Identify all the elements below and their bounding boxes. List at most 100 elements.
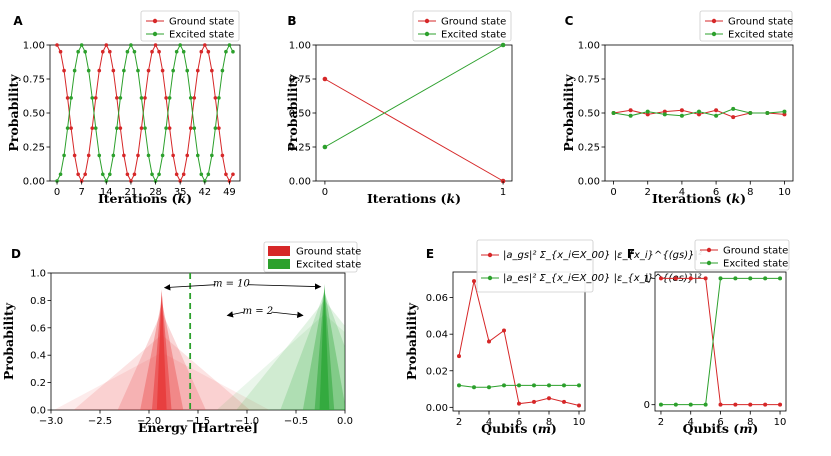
panel-f-excited-point bbox=[673, 402, 678, 407]
panel-f-ground-line bbox=[660, 277, 781, 406]
panel-d-ground-area bbox=[156, 289, 167, 410]
panel-a-ground-point bbox=[167, 126, 172, 130]
panel-d-xtick-label: 0.0 bbox=[337, 416, 353, 427]
panel-d-ylabel: Probability bbox=[1, 302, 16, 380]
panel-a-excited-point bbox=[220, 68, 225, 73]
panel-a-ground-point bbox=[224, 172, 228, 177]
panel-c-excited-point bbox=[714, 113, 719, 118]
panel-b-excited-point bbox=[322, 144, 328, 150]
panel-a-excited-point bbox=[210, 153, 214, 158]
panel-a-ground-point bbox=[65, 96, 70, 100]
panel-a-excited-point bbox=[157, 172, 161, 177]
panel-a-legend-marker bbox=[152, 31, 158, 37]
panel-b-legend-box bbox=[412, 10, 512, 42]
panel-a-ground-point bbox=[160, 68, 165, 73]
panel-b-frame bbox=[315, 44, 513, 182]
panel-a-excited-point bbox=[164, 126, 168, 130]
panel-a-excited-point bbox=[100, 172, 105, 177]
panel-d-tag: D bbox=[11, 247, 21, 261]
panel-a-ground-point bbox=[195, 68, 200, 73]
panel-c-ytick-label: 1.00 bbox=[578, 41, 600, 52]
panel-a-excited-point bbox=[231, 49, 235, 54]
panel-a-excited-point bbox=[111, 153, 116, 158]
panel-f-ground-point bbox=[658, 276, 663, 281]
panel-c-excited-point bbox=[765, 111, 770, 115]
panel-a-ground-point bbox=[125, 172, 130, 177]
panel-f-xtick-label: 10 bbox=[774, 417, 787, 428]
panel-a-ytick-label: 0.25 bbox=[23, 143, 45, 154]
panel-d-xtick-label: −3.0 bbox=[39, 416, 63, 427]
panel-e-legend-label: |a_gs|² Σ_{x_i∈X_00} |ε_{x_i}^{(gs)}|² bbox=[503, 250, 702, 261]
panel-f-ground-point bbox=[688, 276, 693, 281]
panel-e-ground-point bbox=[547, 396, 551, 401]
panel-c-excited-point bbox=[662, 112, 667, 117]
panel-e-xtick-label: 6 bbox=[516, 417, 522, 428]
panel-f-ytick-label: 0 bbox=[644, 400, 650, 411]
panel-f-excited-point bbox=[703, 402, 708, 407]
panel-c-ytick-label: 0.00 bbox=[578, 177, 600, 188]
panel-f-ground-point bbox=[733, 402, 738, 407]
panel-f-excited-line bbox=[660, 277, 781, 406]
panel-f-xlabel: Qubits (m) bbox=[683, 421, 759, 436]
panel-a-ground-point bbox=[213, 96, 218, 100]
panel-f-ground-point bbox=[763, 402, 768, 407]
panel-e-xlabel: Qubits (m) bbox=[481, 421, 557, 436]
panel-a-ground-point bbox=[174, 172, 179, 177]
panel-a-ground-point bbox=[231, 172, 235, 177]
panel-e-legend-marker bbox=[487, 252, 493, 258]
panel-a-ground-point bbox=[100, 49, 105, 54]
panel-a-ground-point bbox=[164, 96, 168, 100]
panel-e-excited-point bbox=[532, 383, 536, 388]
panel-c-excited-point bbox=[645, 109, 650, 114]
panel-e-legend-box bbox=[476, 239, 594, 293]
panel-d-annotation-m2: m = 2 bbox=[243, 306, 274, 317]
panel-a-ground-point bbox=[210, 68, 214, 73]
panel-c-xlabel: Iterations (k) bbox=[652, 191, 746, 206]
panel-a-ground-point bbox=[69, 126, 73, 130]
panel-c-xtick-label: 8 bbox=[747, 187, 753, 198]
panel-d-arrow bbox=[163, 284, 216, 291]
panel-a-excited-point bbox=[86, 68, 91, 73]
panel-d-arrow bbox=[226, 311, 244, 318]
panel-a-excited-point bbox=[143, 126, 147, 130]
panel-a-excited-point bbox=[79, 43, 84, 47]
panel-e-excited-point bbox=[487, 385, 491, 390]
panel-e-excited-point bbox=[502, 383, 506, 388]
panel-d-annotation-m10: m = 10 bbox=[213, 279, 251, 290]
panel-a-excited-point bbox=[181, 49, 186, 54]
panel-a-excited-point bbox=[76, 49, 80, 54]
panel-e-excited-point bbox=[562, 383, 566, 388]
panel-d-excited-area bbox=[216, 314, 345, 410]
panel-a-excited-point bbox=[188, 96, 193, 100]
panel-d-ytick-label: 0.4 bbox=[30, 351, 46, 362]
panel-e-ground-point bbox=[577, 403, 581, 408]
panel-f-xtick-label: 4 bbox=[688, 417, 694, 428]
panel-f-excited-point bbox=[718, 276, 723, 281]
panel-e-excited-point bbox=[547, 383, 551, 388]
panel-f-legend-label: Excited state bbox=[723, 259, 788, 270]
panel-c-ytick-label: 0.25 bbox=[578, 143, 600, 154]
panel-e-ground-point bbox=[487, 339, 491, 344]
panel-a-frame bbox=[49, 44, 241, 182]
panel-a-xtick-label: 49 bbox=[223, 187, 236, 198]
panel-a-excited-point bbox=[115, 126, 119, 130]
panel-a-excited-line bbox=[56, 43, 234, 183]
panel-d-ytick-label: 1.0 bbox=[30, 269, 46, 280]
panel-a-legend-label: Ground state bbox=[169, 17, 234, 28]
panel-e-xtick-label: 2 bbox=[456, 417, 462, 428]
panel-c-excited-point bbox=[628, 113, 633, 118]
panel-a-ground-point bbox=[217, 126, 221, 130]
panel-a-ytick-label: 0.75 bbox=[23, 75, 45, 86]
panel-a-ground-point bbox=[76, 172, 80, 177]
panel-a-xtick-label: 7 bbox=[78, 187, 84, 198]
panel-a-ground-point bbox=[150, 49, 154, 54]
panel-a-legend-box bbox=[140, 10, 240, 42]
panel-c-ytick-label: 0.50 bbox=[578, 109, 600, 120]
panel-a-legend-marker bbox=[152, 18, 158, 24]
panel-a-ground-point bbox=[153, 43, 158, 47]
panel-a-excited-point bbox=[136, 68, 140, 73]
panel-a-xlabel: Iterations (k) bbox=[98, 191, 192, 206]
panel-b-legend-label: Ground state bbox=[441, 17, 506, 28]
panel-a-xtick-label: 42 bbox=[198, 187, 211, 198]
